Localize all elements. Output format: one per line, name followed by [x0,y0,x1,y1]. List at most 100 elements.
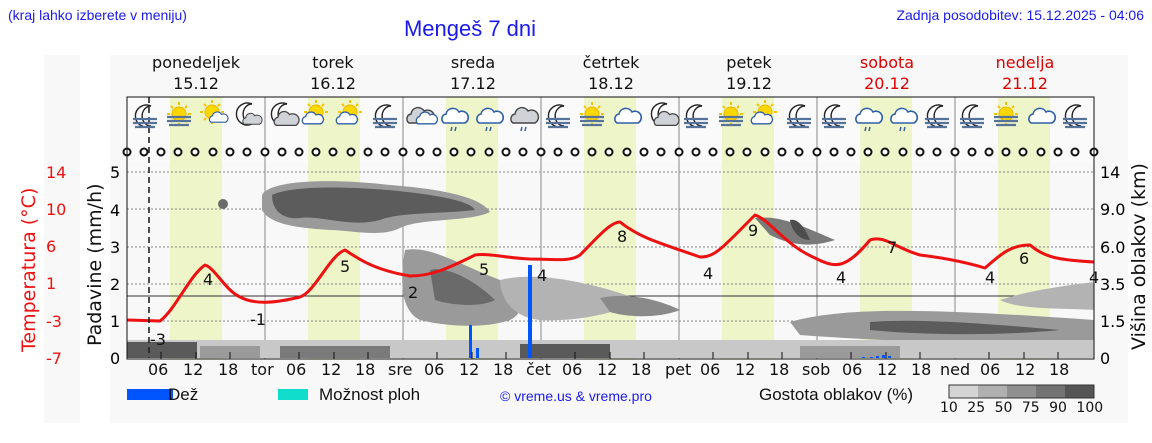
day-header: petek 19.12 [679,52,819,94]
x-tick: pet [665,360,692,379]
svg-text:2: 2 [408,283,418,302]
temp-tick: -3 [46,312,62,331]
cloud-axis-label: Višina oblakov (km) [1128,163,1150,350]
day-name: sreda [450,53,496,72]
rain-legend-label: Dež [168,385,199,404]
cloud-tick: 6.0 [1100,238,1126,257]
x-tick: 18 [355,360,376,379]
temp-tick: 10 [46,200,67,219]
day-date: 18.12 [588,74,634,93]
density-tick: 90 [1049,400,1067,416]
x-tick: sre [388,360,413,379]
cloud-tick: 1.5 [1100,312,1126,331]
cloud-tick: 14 [1100,163,1121,182]
day-date: 21.12 [1002,74,1048,93]
day-header: torek 16.12 [263,52,403,94]
svg-text:7: 7 [887,238,897,257]
day-separators [264,97,956,359]
density-scale [948,384,1095,399]
x-ticks [160,352,1059,359]
svg-text:9: 9 [748,221,758,240]
day-date: 20.12 [864,74,910,93]
x-tick: 06 [842,360,863,379]
day-date: 19.12 [726,74,772,93]
x-tick: 12 [597,360,618,379]
x-tick: 12 [459,360,480,379]
density-ticks: 10 25 50 75 90 100 [940,400,1103,416]
day-header: sreda 17.12 [403,52,543,94]
day-date: 17.12 [450,74,496,93]
page-title: Mengeš 7 dni [403,16,537,41]
day-name: ponedeljek [152,53,240,72]
x-tick: 06 [980,360,1001,379]
day-date: 16.12 [310,74,356,93]
x-tick: 06 [424,360,445,379]
precip-tick: 5 [110,163,121,182]
svg-text:4: 4 [537,266,547,285]
x-tick: 18 [631,360,652,379]
rain-bars [469,265,891,358]
svg-text:4: 4 [836,268,846,287]
day-name: sobota [859,53,915,72]
x-tick: 18 [769,360,790,379]
showers-legend-label: Možnost ploh [319,385,421,404]
copyright-link[interactable]: © vreme.us & vreme.pro [500,388,652,404]
cloud-density-label: Gostota oblakov (%) [759,385,914,404]
x-tick: 12 [1015,360,1036,379]
temp-tick: 1 [46,274,57,293]
day-header-weekend: sobota 20.12 [817,52,957,94]
day-name: četrtek [582,53,640,72]
day-name: nedelja [995,53,1055,72]
temp-axis-panel [44,55,80,423]
x-tick: 06 [148,360,169,379]
precip-tick: 1 [110,312,121,331]
x-tick: 06 [700,360,721,379]
svg-text:6: 6 [1019,249,1029,268]
x-tick: 18 [911,360,932,379]
x-tick: 12 [735,360,756,379]
precip-axis-label: Padavine (mm/h) [84,183,106,346]
density-tick: 25 [967,400,986,416]
x-tick: tor [251,360,274,379]
temperature-line [126,213,1095,323]
density-tick: 75 [1021,400,1040,416]
cloud-tick: 9.0 [1100,200,1126,219]
last-update: Zadnja posodobitev: 15.12.2025 - 04:06 [896,7,1144,23]
svg-text:4: 4 [203,270,213,289]
precip-tick: 2 [110,275,121,294]
x-tick: 12 [877,360,898,379]
x-tick: 06 [562,360,583,379]
temp-tick: -7 [46,349,62,368]
density-tick: 50 [994,400,1013,416]
svg-text:5: 5 [479,260,489,279]
day-header: ponedeljek 15.12 [126,52,266,94]
rain-legend-swatch [127,389,173,400]
location-menu-hint: (kraj lahko izberete v meniju) [8,7,187,23]
temp-tick: 14 [46,163,67,182]
day-name: torek [312,53,354,72]
svg-text:4: 4 [985,268,995,287]
showers-legend-swatch [278,389,308,400]
density-tick: 10 [940,400,958,416]
precip-tick: 3 [110,238,121,257]
svg-text:5: 5 [340,257,350,276]
cloud-tick: 3.5 [1100,275,1126,294]
x-tick: 18 [493,360,514,379]
x-tick: čet [526,360,551,379]
day-header: četrtek 18.12 [541,52,681,94]
svg-text:4: 4 [703,264,713,283]
cloud-density-layer [127,181,1094,358]
cloud-tick: 0 [1100,349,1111,368]
precip-tick: 4 [110,201,121,220]
svg-text:-1: -1 [250,310,266,329]
day-name: petek [726,53,772,72]
wind-markers [122,147,1099,157]
x-tick: ned [940,360,971,379]
day-header-weekend: nedelja 21.12 [955,52,1095,94]
temperature-axis-label: Temperatura (°C) [18,187,40,352]
precip-tick: 0 [110,349,121,368]
day-date: 15.12 [173,74,219,93]
x-tick: sob [802,360,831,379]
x-tick: 18 [1049,360,1070,379]
